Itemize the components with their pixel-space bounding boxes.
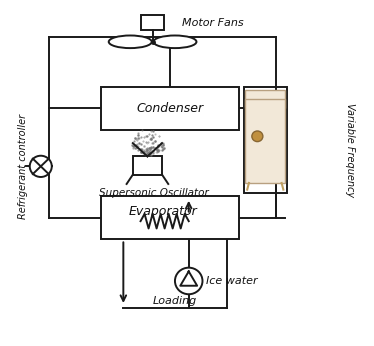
Text: Loading: Loading	[153, 296, 197, 306]
Text: Refrigerant controller: Refrigerant controller	[18, 114, 28, 219]
Text: Supersonic Oscillator: Supersonic Oscillator	[99, 188, 209, 198]
Circle shape	[30, 156, 52, 177]
Circle shape	[252, 131, 263, 142]
Text: Evaporator: Evaporator	[129, 204, 197, 218]
Bar	[245, 99, 285, 183]
Ellipse shape	[109, 36, 152, 48]
Text: Motor Fans: Motor Fans	[182, 18, 243, 28]
Bar	[133, 156, 162, 175]
Bar	[101, 196, 239, 239]
Bar	[141, 15, 164, 30]
Text: Condenser: Condenser	[136, 102, 203, 115]
Text: Ice water: Ice water	[206, 276, 258, 286]
Text: Variable Frequency: Variable Frequency	[346, 103, 355, 197]
Bar	[101, 86, 239, 130]
Bar	[245, 90, 285, 109]
Ellipse shape	[153, 36, 196, 48]
Bar	[244, 86, 287, 193]
Circle shape	[175, 268, 202, 294]
